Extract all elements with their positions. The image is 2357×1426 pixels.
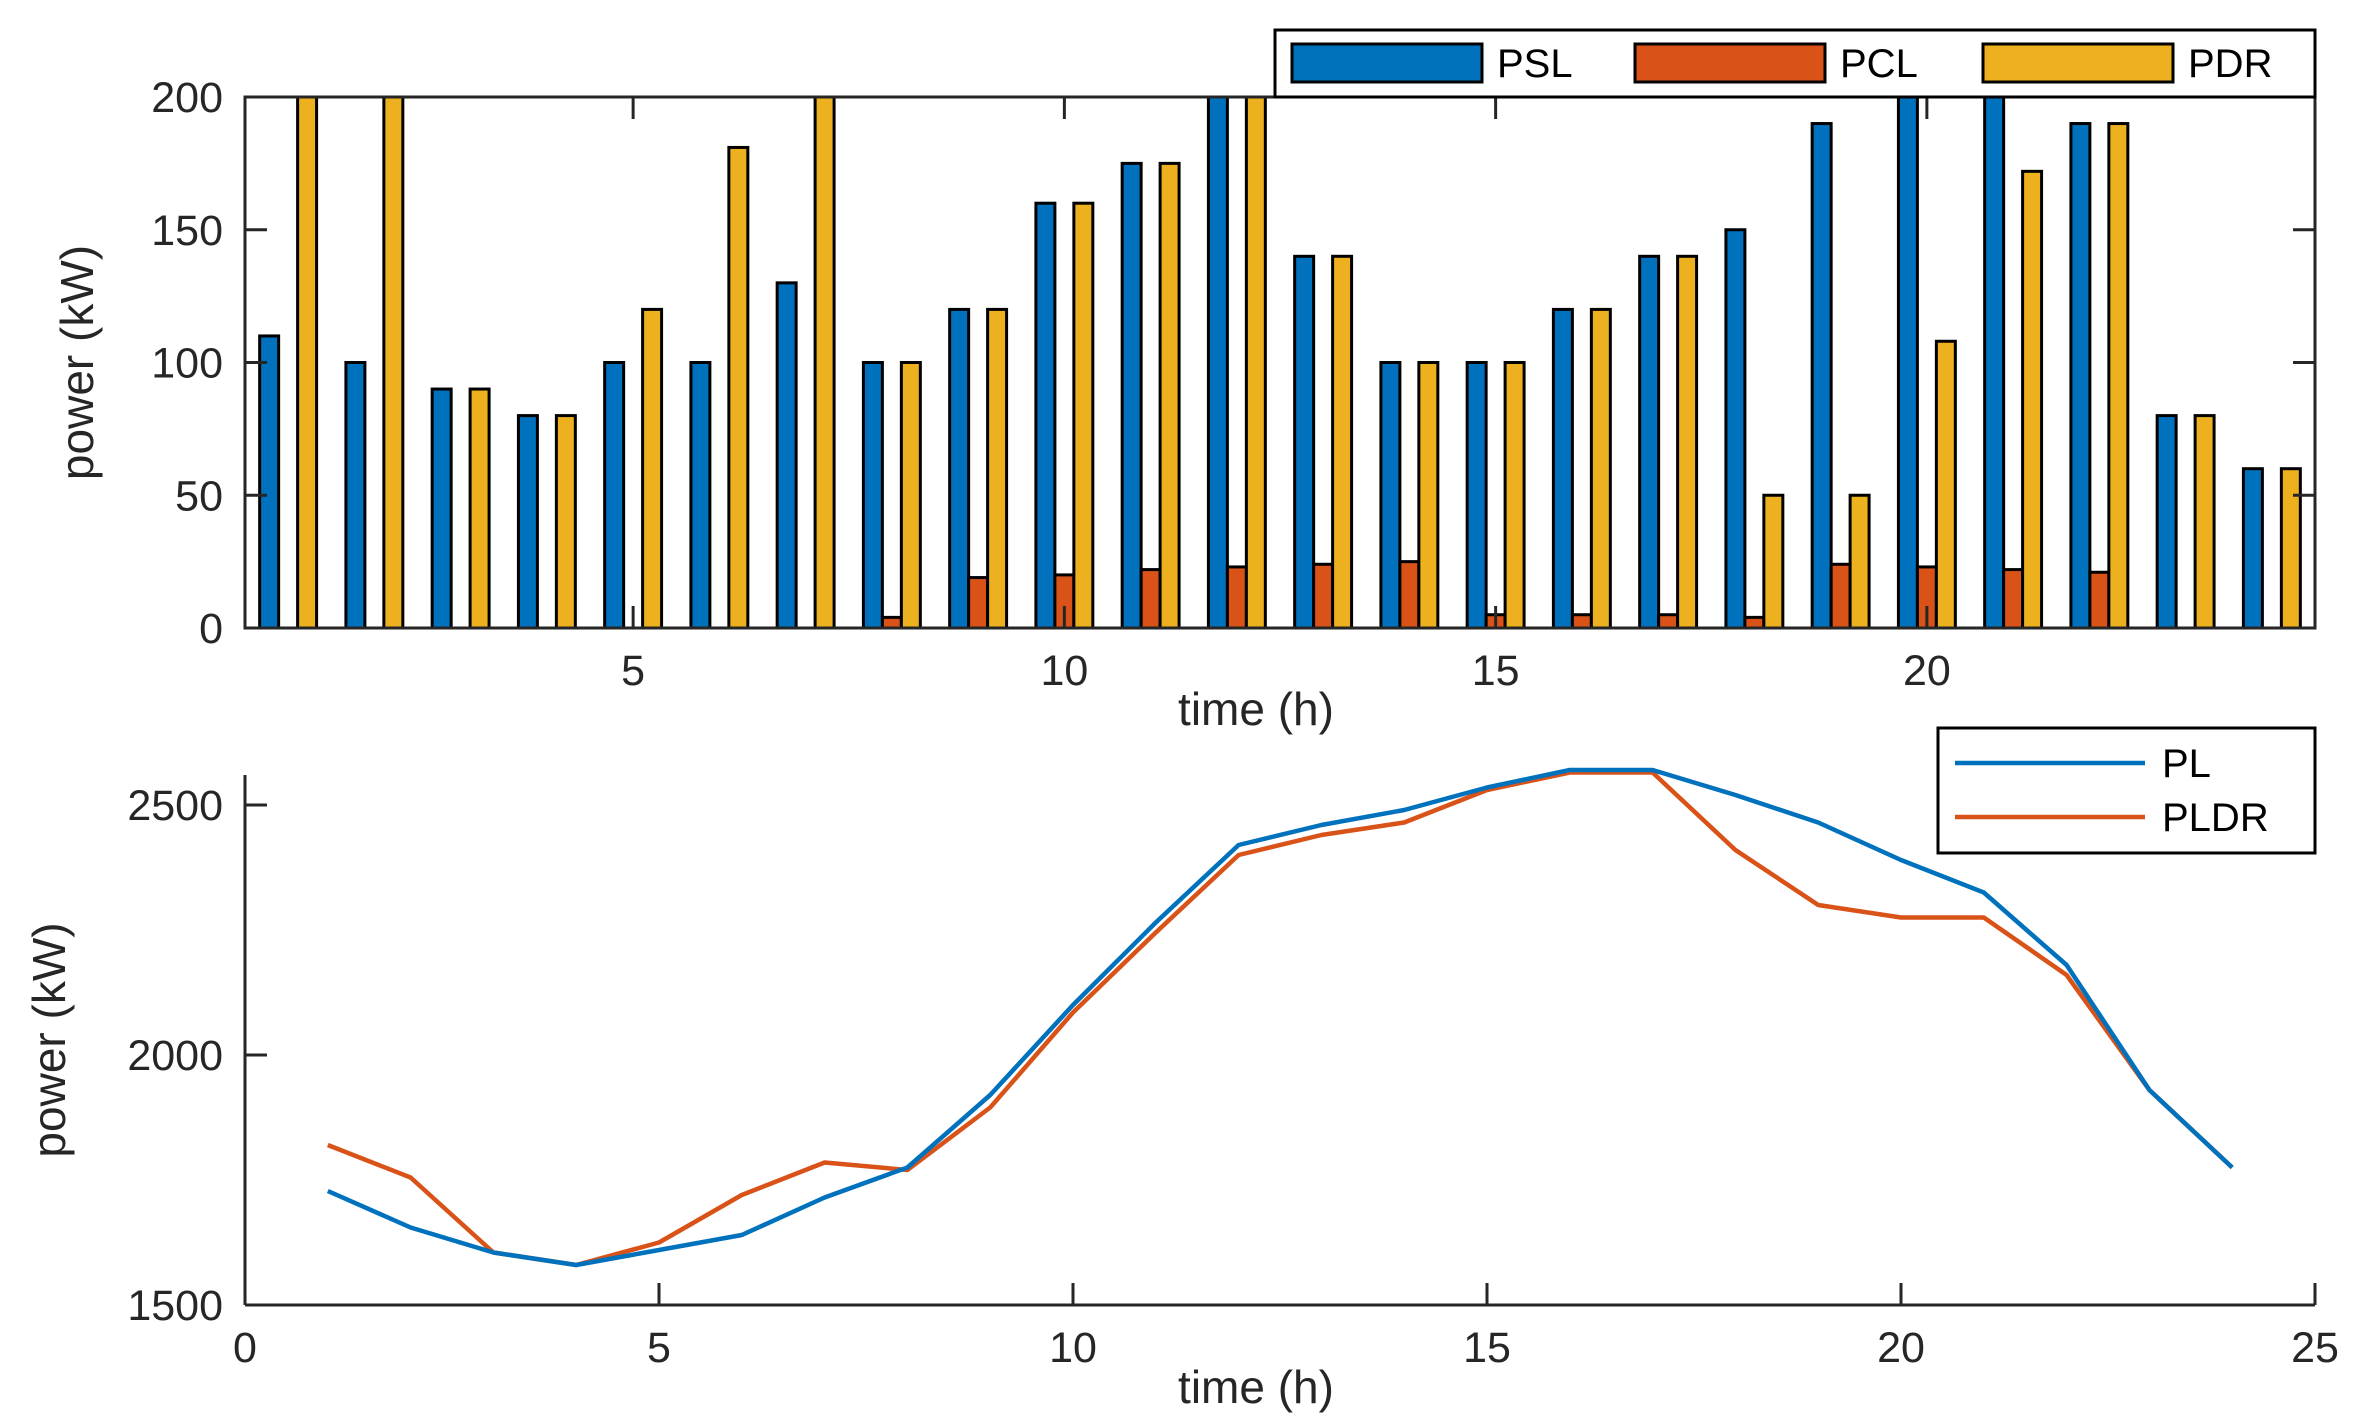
bar-psl-7	[775, 281, 798, 628]
bar-psl-9	[948, 307, 971, 628]
xtick2-label-25: 25	[2291, 1324, 2339, 1372]
bar-psl-10	[1034, 201, 1057, 628]
xtick-label-15: 15	[1472, 647, 1520, 695]
bar-pdr-23	[2193, 414, 2216, 628]
bar-pcl-22	[2088, 570, 2111, 628]
bar-pdr-9	[986, 307, 1009, 628]
legend-swatch-pcl	[1633, 42, 1827, 84]
legend-label-pdr: PDR	[2188, 42, 2272, 86]
bar-psl-6	[689, 361, 712, 628]
xtick2-label-10: 10	[1049, 1324, 1097, 1372]
ytick2-label-1500: 1500	[127, 1282, 223, 1330]
bar-psl-21	[1983, 97, 2006, 628]
bar-pdr-17	[1676, 254, 1699, 628]
bar-psl-20	[1896, 97, 1919, 628]
bar-psl-17	[1638, 254, 1661, 628]
bar-psl-22	[2069, 122, 2092, 628]
bar-psl-16	[1551, 307, 1574, 628]
y-axis-label: power (kW)	[51, 245, 103, 480]
bar-pdr-10	[1072, 201, 1095, 628]
xtick2-label-0: 0	[233, 1324, 257, 1372]
bar-pdr-6	[727, 145, 750, 628]
bar-pdr-21	[2021, 169, 2044, 628]
bar-pcl-12	[1225, 565, 1248, 628]
legend-label-pl: PL	[2162, 742, 2211, 786]
x-axis-label: time (h)	[1178, 683, 1334, 735]
xtick-label-10: 10	[1040, 647, 1088, 695]
xtick2-label-5: 5	[647, 1324, 671, 1372]
bar-pdr-11	[1158, 161, 1181, 628]
legend-line-chart: PL PLDR	[1936, 726, 2317, 855]
legend-swatch-psl	[1290, 42, 1484, 84]
bars	[258, 97, 2302, 628]
bar-psl-5	[603, 361, 626, 628]
ytick-label-200: 200	[151, 74, 223, 122]
series-line-pl	[326, 767, 2234, 1268]
bar-pdr-22	[2107, 122, 2130, 628]
legend-label-psl: PSL	[1497, 42, 1573, 86]
bar-psl-2	[344, 361, 367, 628]
bar-psl-14	[1379, 361, 1402, 628]
bar-psl-15	[1465, 361, 1488, 628]
bar-psl-1	[258, 334, 281, 628]
x-axis-label-2: time (h)	[1178, 1361, 1334, 1413]
bar-psl-3	[430, 387, 453, 628]
bar-pdr-24	[2279, 467, 2302, 628]
series-line-pldr	[326, 770, 2234, 1268]
bar-pcl-13	[1312, 562, 1335, 628]
line-chart: 1500 2000 2500 0 5 10 15 20 25 time (h) power (kW)…	[23, 726, 2339, 1413]
ytick-label-0: 0	[199, 605, 223, 653]
bar-pdr-12	[1244, 97, 1267, 628]
bar-pdr-8	[899, 361, 922, 628]
ytick-label-150: 150	[151, 207, 223, 255]
bar-pdr-5	[641, 307, 664, 628]
ytick2-label-2500: 2500	[127, 782, 223, 830]
bar-pcl-21	[2002, 568, 2025, 628]
bar-pcl-9	[967, 576, 990, 628]
bar-psl-12	[1206, 97, 1229, 628]
bar-psl-4	[516, 414, 539, 628]
bar-psl-23	[2155, 414, 2178, 628]
bar-pdr-13	[1331, 254, 1354, 628]
bar-pdr-2	[382, 97, 405, 628]
xtick2-label-20: 20	[1877, 1324, 1925, 1372]
ytick-label-100: 100	[151, 340, 223, 388]
xtick2-label-15: 15	[1463, 1324, 1511, 1372]
legend-bar-chart: PSL PCL PDR	[1273, 28, 2317, 99]
bar-psl-18	[1724, 228, 1747, 628]
bar-pdr-14	[1417, 361, 1440, 628]
legend-box-2	[1936, 726, 2317, 855]
bar-pcl-18	[1743, 615, 1766, 628]
bar-pdr-3	[468, 387, 491, 628]
bar-psl-24	[2241, 467, 2264, 628]
bar-pdr-19	[1848, 493, 1871, 628]
bar-psl-19	[1810, 122, 1833, 628]
bar-pdr-20	[1934, 339, 1957, 628]
bar-pdr-15	[1503, 361, 1526, 628]
bar-pcl-17	[1657, 613, 1680, 628]
bar-pdr-18	[1762, 493, 1785, 628]
y-axis-label-2: power (kW)	[23, 922, 75, 1157]
legend-label-pldr: PLDR	[2162, 796, 2269, 840]
ytick2-label-2000: 2000	[127, 1032, 223, 1080]
xtick-label-20: 20	[1903, 647, 1951, 695]
bar-pdr-4	[554, 414, 577, 628]
legend-label-pcl: PCL	[1840, 42, 1918, 86]
bar-pdr-7	[813, 97, 836, 628]
bar-pdr-1	[296, 97, 319, 628]
bar-pcl-8	[880, 615, 903, 628]
bar-psl-13	[1293, 254, 1316, 628]
ytick-label-50: 50	[175, 472, 223, 520]
bar-chart: 0 50 100 150 200 5 10 15 20 time (h) power (kW) PSL…	[51, 28, 2317, 735]
bar-pcl-14	[1398, 560, 1421, 628]
bar-pcl-11	[1139, 568, 1162, 628]
bar-psl-8	[861, 361, 884, 628]
legend-swatch-pdr	[1981, 42, 2175, 84]
bar-pcl-19	[1829, 562, 1852, 628]
bar-pcl-16	[1570, 613, 1593, 628]
xtick-label-5: 5	[621, 647, 645, 695]
bar-psl-11	[1120, 161, 1143, 628]
bar-pdr-16	[1589, 307, 1612, 628]
